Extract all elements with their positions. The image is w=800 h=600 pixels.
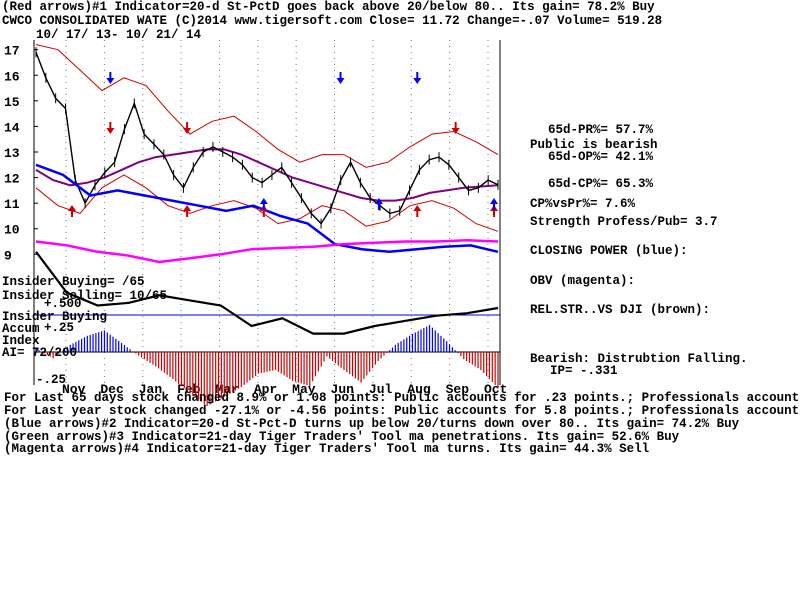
- x-tick-label: Feb: [177, 382, 201, 397]
- x-tick-label: Aug: [407, 382, 431, 397]
- stat-public: Public is bearish: [530, 138, 658, 152]
- x-tick-label: Dec: [100, 382, 124, 397]
- blue-up-arrow: [374, 198, 383, 210]
- y-tick-label: 10: [4, 223, 20, 238]
- header-indicator-1: (Red arrows)#1 Indicator=20-d St-PctD go…: [2, 0, 655, 14]
- x-tick-label: Nov: [62, 382, 86, 397]
- x-tick-label: Jan: [139, 382, 163, 397]
- insider-buying-count: Insider Buying= /65: [2, 275, 145, 289]
- lower-band-line: [35, 174, 499, 232]
- footer-65-days: For Last 65 days stock changed 8.9% or 1…: [4, 391, 800, 405]
- stat-cp-vs-pr: CP%vsPr%= 7.6%: [530, 197, 636, 211]
- accum-label: Accum: [2, 322, 40, 336]
- header-date-range: 10/ 17/ 13- 10/ 21/ 14: [36, 28, 202, 42]
- y-tick-label: 9: [4, 248, 12, 263]
- insider-buying-label: Insider Buying: [2, 310, 107, 324]
- footer-blue-arrows: (Blue arrows)#2 Indicator=20-d St-Pct-D …: [4, 417, 740, 431]
- gridlines: [65, 40, 489, 385]
- red-up-arrow: [413, 205, 422, 217]
- accum-index-bars: [35, 325, 499, 406]
- footer-green-arrows: (Green arrows)#3 Indicator=21-day Tiger …: [4, 430, 680, 444]
- x-tick-label: Sep: [446, 382, 470, 397]
- accum-top-value: +.25: [44, 321, 74, 335]
- upper-band-line: [35, 44, 499, 168]
- y-tick-label: 17: [4, 44, 20, 59]
- x-tick-label: Oct: [484, 382, 507, 397]
- y-tick-label: 15: [4, 95, 20, 110]
- x-tick-label: Jul: [369, 382, 393, 397]
- red-up-arrow: [183, 205, 192, 217]
- insider-selling-count: Insider Selling= 10/65: [2, 289, 167, 303]
- stat-ip: IP= -.331: [550, 364, 618, 378]
- red-down-arrow: [106, 122, 115, 134]
- stat-65d-pr: 65d-PR%= 57.7%: [548, 123, 654, 137]
- x-tick-label: Jun: [331, 382, 355, 397]
- red-down-arrow: [451, 122, 460, 134]
- blue-up-arrow: [490, 198, 498, 210]
- y-axis-ticks: 17 16 15 14 13 12 11 10 9: [4, 44, 38, 263]
- rel-str-line: [35, 251, 499, 335]
- ai-value: AI= 72/200: [2, 346, 77, 360]
- accum-mid-value: +.500: [44, 297, 82, 311]
- x-axis-ticks: Nov Dec Jan Feb Mar Apr May Jun Jul Aug Sep Oct: [62, 382, 507, 397]
- blue-down-arrow: [413, 72, 422, 84]
- moving-average-line: [35, 148, 499, 202]
- footer-magenta-arrows: (Magenta arrows)#4 Indicator=21-day Tige…: [4, 442, 649, 456]
- x-tick-label: Apr: [254, 382, 277, 397]
- blue-down-arrow: [336, 72, 345, 84]
- y-tick-label: 16: [4, 69, 20, 84]
- stat-65d-op: 65d-OP%= 42.1%: [548, 150, 654, 164]
- y-tick-label: 13: [4, 146, 20, 161]
- y-tick-label: 14: [4, 120, 20, 135]
- chart-series: [35, 44, 499, 335]
- red-up-arrow: [259, 205, 268, 217]
- accum-bottom-value: -.25: [36, 373, 66, 387]
- red-up-arrow: [68, 205, 76, 217]
- red-down-arrow: [183, 122, 192, 134]
- obv-line: [35, 239, 499, 264]
- stat-closing-power: CLOSING POWER (blue):: [530, 244, 688, 258]
- signal-arrows: [68, 72, 498, 217]
- stat-relstr: REL.STR..VS DJI (brown):: [530, 303, 710, 317]
- blue-down-arrow: [106, 72, 115, 84]
- header-ticker: CWCO CONSOLIDATED WATE (C)2014 www.tiger…: [2, 14, 662, 28]
- y-tick-label: 12: [4, 172, 20, 187]
- stat-bearish: Bearish: Distrubtion Falling.: [530, 352, 748, 366]
- footer-last-year: For Last year stock changed -27.1% or -4…: [4, 404, 800, 418]
- stat-strength: Strength Profess/Pub= 3.7: [530, 215, 718, 229]
- y-tick-label: 11: [4, 197, 20, 212]
- blue-up-arrow: [259, 198, 268, 210]
- red-up-arrow: [490, 205, 498, 217]
- stat-obv: OBV (magenta):: [530, 274, 635, 288]
- index-label: Index: [2, 334, 40, 348]
- price-line: [35, 51, 499, 225]
- stat-65d-cp: 65d-CP%= 65.3%: [548, 177, 654, 191]
